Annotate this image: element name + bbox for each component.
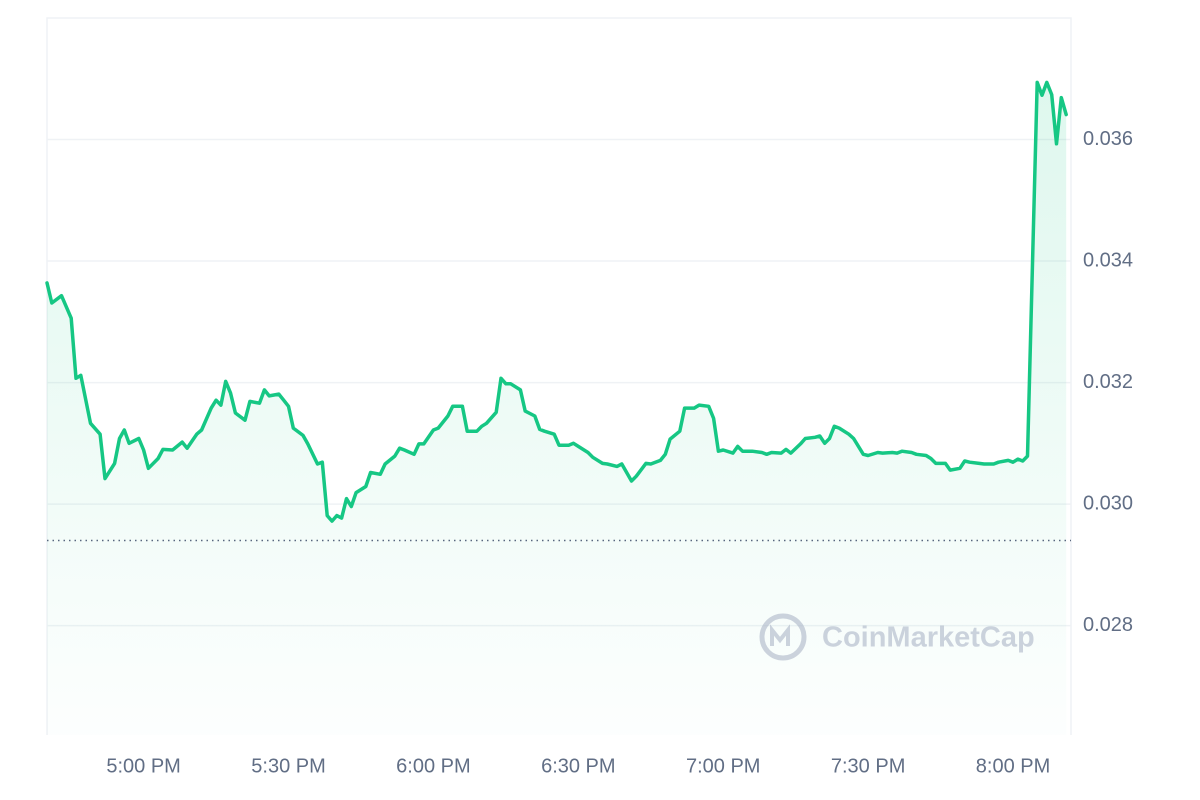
y-tick-label: 0.028 — [1083, 614, 1133, 636]
x-tick-label: 6:00 PM — [396, 755, 470, 777]
y-tick-label: 0.032 — [1083, 371, 1133, 393]
watermark: CoinMarketCap — [759, 613, 1035, 661]
x-tick-label: 5:00 PM — [106, 755, 180, 777]
y-tick-label: 0.034 — [1083, 249, 1133, 271]
plot — [45, 80, 1071, 735]
x-tick-label: 7:00 PM — [686, 755, 760, 777]
watermark-logo — [759, 613, 807, 661]
x-tick-label: 7:30 PM — [831, 755, 905, 777]
watermark-logo-mark — [770, 624, 790, 646]
x-tick-label: 8:00 PM — [976, 755, 1050, 777]
price-area — [47, 82, 1067, 735]
y-tick-label: 0.036 — [1083, 128, 1133, 150]
watermark-text: CoinMarketCap — [822, 622, 1035, 654]
x-tick-label: 6:30 PM — [541, 755, 615, 777]
price-line — [45, 80, 1068, 523]
y-tick-label: 0.030 — [1083, 492, 1133, 514]
x-tick-label: 5:30 PM — [251, 755, 325, 777]
